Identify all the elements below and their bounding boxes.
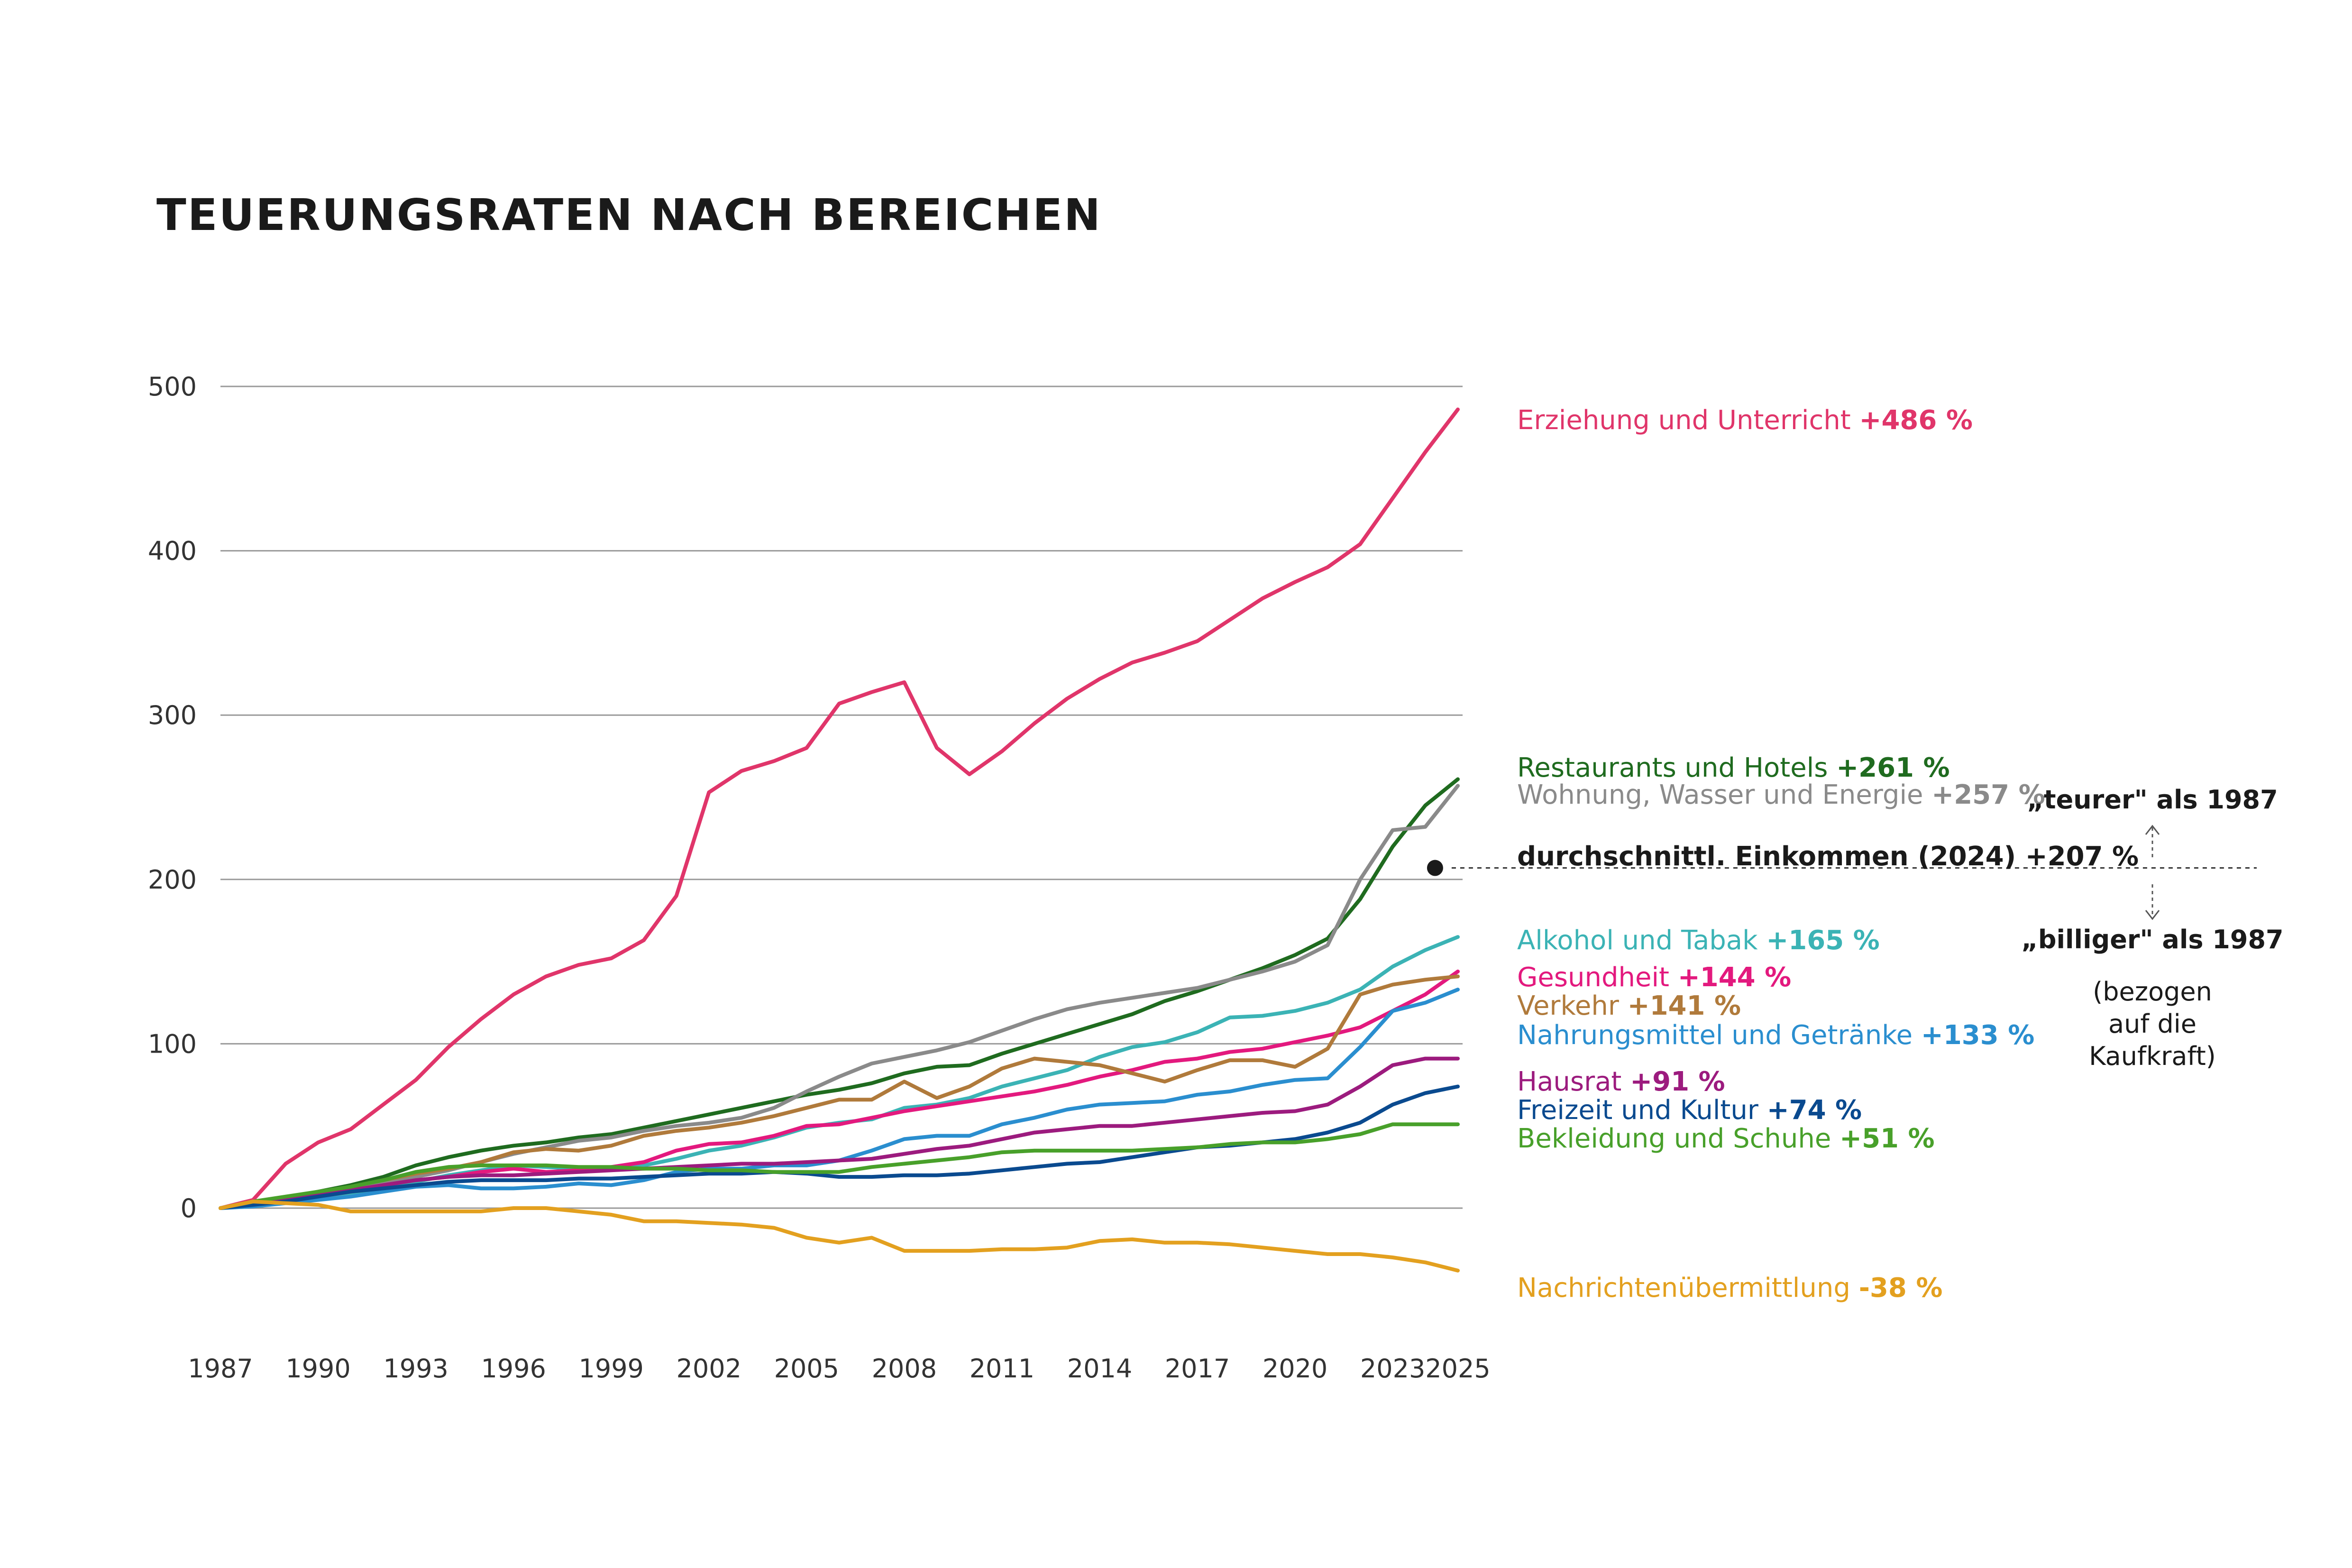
series-line-7 [219,1056,1460,1210]
x-tick-label: 2020 [1263,1354,1327,1384]
x-tick-label: 2002 [677,1354,741,1384]
billiger-label: „billiger" als 1987 [2021,925,2283,954]
series-label-name: Nachrichtenübermittlung [1517,1273,1859,1303]
series-label: Wohnung, Wasser und Energie +257 % [1517,779,2045,810]
y-tick-label: 100 [148,1029,197,1059]
series-label-name: Verkehr [1517,990,1628,1021]
series-label-value: +74 % [1767,1095,1862,1126]
income-annotation: durchschnittl. Einkommen (2024) +207 % „t… [1427,785,2284,1071]
series-label-name: Wohnung, Wasser und Energie [1517,779,1931,810]
series-label: Gesundheit +144 % [1517,962,1791,993]
x-tick-label: 1999 [578,1354,643,1384]
series-label-name: Gesundheit [1517,962,1678,993]
y-tick-label: 200 [148,865,197,895]
income-marker [1427,860,1443,876]
x-tick-label: 2023 [1360,1354,1425,1384]
grid-layer [220,385,1463,1209]
series-label-value: +141 % [1628,990,1741,1021]
x-tick-label: 1996 [481,1354,546,1384]
series-label-name: Hausrat [1517,1066,1630,1097]
y-tick-label: 300 [148,700,197,730]
x-tick-label: 2014 [1067,1354,1132,1384]
series-line-2 [219,784,1460,1210]
x-tick-label: 1990 [285,1354,350,1384]
series-label-value: +133 % [1921,1020,2034,1051]
series-label-name: Alkohol und Tabak [1517,925,1766,956]
series-label-name: Nahrungsmittel und Getränke [1517,1020,1921,1051]
series-label: Hausrat +91 % [1517,1066,1725,1097]
income-label: durchschnittl. Einkommen (2024) +207 % [1517,841,2139,872]
x-tick-label: 2008 [872,1354,937,1384]
x-tick-label: 2025 [1425,1354,1490,1384]
kaufkraft-note-line: auf die [2108,1009,2196,1039]
series-label-value: -38 % [1859,1273,1943,1303]
series-labels: Erziehung und Unterricht +486 % Restauran… [1517,405,2045,1303]
series-label: Nachrichtenübermittlung -38 % [1517,1273,1942,1303]
series-label-value: +486 % [1859,405,1973,436]
series-label-value: +165 % [1766,925,1879,956]
series-label: Freizeit und Kultur +74 % [1517,1095,1862,1126]
y-tick-label: 0 [181,1193,197,1223]
y-tick-label: 500 [148,372,197,402]
teurer-label: „teurer" als 1987 [2027,785,2278,815]
series-label-name: Erziehung und Unterricht [1517,405,1859,436]
series-label: Restaurants und Hotels +261 % [1517,752,1950,783]
series-label-value: +261 % [1836,752,1949,783]
x-tick-label: 2017 [1165,1354,1230,1384]
x-tick-label: 2005 [774,1354,839,1384]
y-axis-ticks: 0 100 200 300 400 500 [148,372,197,1223]
series-label-value: +144 % [1678,962,1791,993]
series-label-name: Freizeit und Kultur [1517,1095,1767,1126]
x-tick-label: 1993 [383,1354,448,1384]
series-label-value: +91 % [1630,1066,1725,1097]
x-axis-ticks: 1987 1990 1993 1996 1999 2002 2005 2008 2011 2014… [188,1354,1490,1384]
series-label: Nahrungsmittel und Getränke +133 % [1517,1020,2034,1051]
arrow-up-head-icon [2145,825,2160,835]
series-label: Verkehr +141 % [1517,990,1741,1021]
series-label-name: Bekleidung und Schuhe [1517,1123,1840,1154]
series-label-value: +51 % [1840,1123,1934,1154]
series-label: Bekleidung und Schuhe +51 % [1517,1123,1935,1154]
y-tick-label: 400 [148,536,197,566]
chart-title: TEUERUNGSRATEN NACH BEREICHEN [156,190,1102,240]
x-tick-label: 1987 [188,1354,253,1384]
kaufkraft-note-line: Kaufkraft) [2089,1041,2216,1071]
series-label: Alkohol und Tabak +165 % [1517,925,1880,956]
series-label: Erziehung und Unterricht +486 % [1517,405,1973,436]
series-line-9 [219,1122,1460,1210]
kaufkraft-note-line: (bezogen [2093,977,2212,1007]
series-line-0 [219,407,1460,1210]
arrow-down-head-icon [2145,910,2160,920]
series-layer [219,407,1460,1273]
x-tick-label: 2011 [970,1354,1034,1384]
series-line-10 [219,1200,1460,1273]
series-line-1 [219,777,1460,1210]
series-label-name: Restaurants und Hotels [1517,752,1836,783]
series-label-value: +257 % [1931,779,2045,810]
